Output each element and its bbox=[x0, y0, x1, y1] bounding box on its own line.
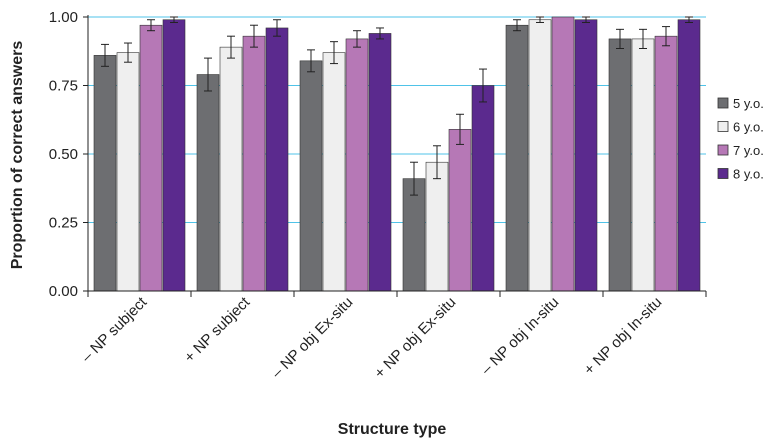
axes bbox=[87, 15, 707, 297]
bar bbox=[448, 129, 472, 292]
y-tick-label: 0.25 bbox=[49, 215, 78, 232]
bar bbox=[608, 38, 632, 292]
gridlines bbox=[88, 16, 706, 223]
bar bbox=[677, 19, 701, 292]
bar bbox=[345, 38, 369, 292]
y-tick-labels: 0.00 0.25 0.50 0.75 1.00 bbox=[49, 9, 88, 300]
legend: 5 y.o. 6 y.o. 7 y.o. 8 y.o. bbox=[717, 96, 764, 182]
x-tick-label: + NP subject bbox=[181, 293, 254, 366]
y-tick-label: 1.00 bbox=[49, 9, 78, 26]
bar bbox=[162, 19, 186, 292]
bar bbox=[631, 38, 655, 292]
error-bars bbox=[101, 16, 693, 196]
legend-label: 7 y.o. bbox=[733, 143, 764, 158]
x-tick-label: + NP obj Ex-situ bbox=[371, 294, 459, 382]
legend-label: 6 y.o. bbox=[733, 120, 764, 135]
bar bbox=[116, 52, 140, 292]
legend-swatch bbox=[717, 121, 729, 132]
bar bbox=[471, 85, 495, 292]
y-tick-label: 0.75 bbox=[49, 78, 78, 95]
bar bbox=[299, 60, 323, 292]
x-tick-label: – NP subject bbox=[78, 293, 151, 366]
bar bbox=[528, 19, 552, 292]
bars bbox=[93, 16, 701, 292]
legend-label: 5 y.o. bbox=[733, 96, 764, 111]
legend-swatch bbox=[717, 97, 729, 109]
bar bbox=[574, 19, 598, 292]
legend-swatch bbox=[717, 168, 729, 179]
legend-swatch bbox=[717, 144, 729, 156]
bar bbox=[265, 27, 289, 292]
x-tick-label: + NP obj In-situ bbox=[581, 294, 666, 379]
bar bbox=[196, 74, 220, 292]
x-tick-label: – NP obj Ex-situ bbox=[268, 294, 356, 382]
bar bbox=[654, 35, 678, 292]
bar bbox=[93, 55, 117, 292]
bar bbox=[219, 46, 243, 292]
bar bbox=[242, 35, 266, 292]
y-axis-title: Proportion of correct answers bbox=[9, 41, 26, 270]
y-tick-label: 0.50 bbox=[49, 146, 78, 163]
bar bbox=[139, 24, 163, 292]
bar bbox=[322, 52, 346, 292]
x-tick-labels: – NP subject + NP subject – NP obj Ex-situ… bbox=[78, 293, 665, 382]
bar bbox=[505, 24, 529, 292]
bar bbox=[368, 33, 392, 292]
bar bbox=[425, 161, 449, 292]
legend-label: 8 y.o. bbox=[733, 167, 764, 182]
x-tick-label: – NP obj In-situ bbox=[478, 294, 562, 378]
x-axis-title: Structure type bbox=[338, 421, 447, 438]
bar bbox=[551, 16, 575, 292]
y-tick-label: 0.00 bbox=[49, 283, 78, 300]
